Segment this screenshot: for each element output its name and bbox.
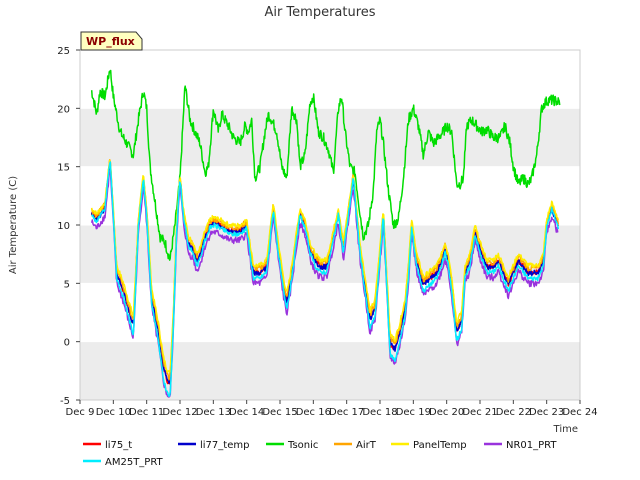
x-tick-label: Dec 10 bbox=[96, 407, 131, 418]
x-tick-label: Dec 21 bbox=[462, 407, 497, 418]
x-tick-label: Dec 16 bbox=[296, 407, 331, 418]
x-tick-label: Dec 22 bbox=[496, 407, 531, 418]
chart-title: Air Temperatures bbox=[264, 5, 375, 20]
legend-label: AirT bbox=[356, 440, 377, 451]
badge-box bbox=[80, 31, 143, 51]
y-axis-label: Air Temperature (C) bbox=[8, 176, 19, 274]
legend-label: li75_t bbox=[105, 440, 132, 451]
legend-label: li77_temp bbox=[200, 440, 249, 451]
series-line-am25t-prt bbox=[91, 161, 560, 398]
y-axis-ticks: -5 0 5 10 15 20 25 bbox=[57, 46, 80, 407]
series-line-paneltemp bbox=[90, 159, 560, 373]
x-tick-label: Dec 24 bbox=[562, 407, 597, 418]
y-tick-label: 0 bbox=[64, 338, 70, 349]
y-tick-label: -5 bbox=[60, 396, 70, 407]
legend: li75_t li77_temp Tsonic AirT PanelTemp NR01_P… bbox=[83, 440, 557, 468]
legend-label: Tsonic bbox=[287, 440, 318, 451]
y-tick-label: 5 bbox=[64, 279, 70, 290]
x-tick-label: Dec 15 bbox=[262, 407, 297, 418]
legend-label: AM25T_PRT bbox=[105, 457, 164, 468]
x-tick-label: Dec 14 bbox=[229, 407, 264, 418]
legend-label: PanelTemp bbox=[413, 440, 467, 451]
series-lines bbox=[90, 69, 561, 398]
series-line-li77-temp bbox=[90, 162, 559, 384]
y-tick-label: 15 bbox=[57, 163, 70, 174]
background-band bbox=[80, 341, 580, 400]
badge-label: WP_flux bbox=[86, 35, 135, 48]
x-tick-label: Dec 11 bbox=[129, 407, 164, 418]
y-tick-label: 20 bbox=[57, 104, 70, 115]
site-badge: WP_flux bbox=[80, 31, 143, 51]
x-tick-label: Dec 9 bbox=[66, 407, 95, 418]
x-tick-label: Dec 17 bbox=[329, 407, 364, 418]
x-tick-label: Dec 19 bbox=[396, 407, 431, 418]
x-tick-label: Dec 13 bbox=[196, 407, 231, 418]
x-axis-label: Time bbox=[553, 424, 578, 435]
series-line-tsonic bbox=[90, 69, 561, 261]
x-tick-label: Dec 18 bbox=[362, 407, 397, 418]
legend-label: NR01_PRT bbox=[506, 440, 557, 451]
y-tick-label: 25 bbox=[57, 46, 70, 57]
x-tick-label: Dec 12 bbox=[162, 407, 197, 418]
x-tick-label: Dec 20 bbox=[429, 407, 464, 418]
y-tick-label: 10 bbox=[57, 221, 70, 232]
x-tick-label: Dec 23 bbox=[529, 407, 564, 418]
